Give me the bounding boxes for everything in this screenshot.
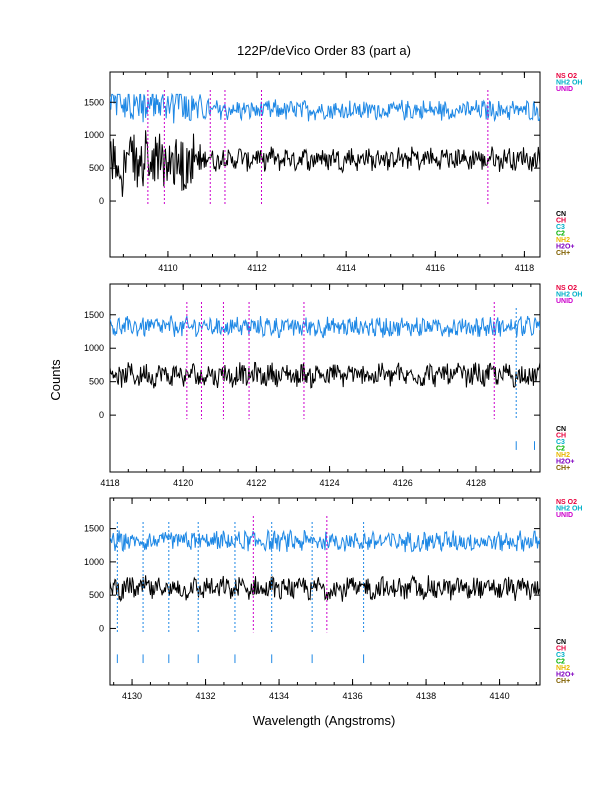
legend-bottom-entry: CH+ (556, 465, 570, 472)
legend-bottom-entry: H2O+ (556, 244, 574, 251)
legend-top-entry: UNID (556, 512, 573, 519)
y-tick-label: 0 (99, 623, 104, 633)
legend-top-entry: NH2 OH (556, 292, 582, 299)
legend-top-entry: UNID (556, 86, 573, 93)
spectrum-line-lower (110, 130, 540, 197)
y-tick-label: 0 (99, 196, 104, 206)
x-tick-label: 4114 (336, 263, 355, 273)
x-tick-label: 4128 (466, 478, 486, 488)
legend-bottom-entry: CH (556, 218, 566, 225)
x-tick-label: 4118 (100, 478, 119, 488)
legend-top-entry: NH2 OH (556, 506, 582, 513)
legend-top-entry: NS O2 (556, 285, 577, 292)
y-tick-label: 1000 (84, 557, 104, 567)
y-axis-label: Counts (48, 359, 63, 401)
legend-bottom-entry: CH+ (556, 678, 570, 685)
legend-bottom-entry: C3 (556, 652, 565, 659)
legend-bottom-entry: C3 (556, 439, 565, 446)
plot-frame (109, 497, 541, 686)
legend-bottom-entry: CN (556, 211, 566, 218)
y-tick-label: 1500 (84, 97, 104, 107)
y-tick-label: 1000 (84, 343, 104, 353)
panel-2: 0 500 1000 1500 4118 4120 4122 4124 4126 4128 NS O… (84, 283, 582, 488)
legend-bottom-entry: NH2 (556, 665, 570, 672)
legend-top-entry: NS O2 (556, 499, 577, 506)
chart-title: 122P/deVico Order 83 (part a) (237, 43, 411, 58)
y-tick-label: 1000 (84, 130, 104, 140)
spectrum-line-lower (110, 574, 540, 603)
y-tick-label: 500 (89, 377, 104, 387)
spectrum-line-upper (110, 92, 540, 124)
legend-bottom-entry: H2O+ (556, 459, 574, 466)
legend-bottom-entry: C2 (556, 446, 565, 453)
legend-top-entry: UNID (556, 298, 573, 305)
legend-bottom-entry: CH (556, 646, 566, 653)
spectrum-line-upper (110, 315, 540, 339)
legend-bottom-entry: H2O+ (556, 672, 574, 679)
y-tick-label: 1500 (84, 310, 104, 320)
x-tick-label: 4136 (343, 691, 363, 701)
x-tick-label: 4130 (122, 691, 142, 701)
spectrum-line-lower (110, 361, 540, 389)
legend-top-entry: NH2 OH (556, 80, 582, 87)
y-tick-label: 0 (99, 410, 104, 420)
plot-frame (109, 283, 541, 473)
x-tick-label: 4138 (416, 691, 436, 701)
legend-bottom-entry: CH (556, 433, 566, 440)
panel-3: 0 500 1000 1500 4130 4132 4134 4136 4138 4140 NS O… (84, 497, 582, 701)
x-tick-label: 4120 (173, 478, 193, 488)
x-tick-label: 4126 (393, 478, 413, 488)
x-tick-label: 4132 (196, 691, 216, 701)
legend-bottom-entry: CN (556, 426, 566, 433)
legend-bottom-entry: CN (556, 639, 566, 646)
x-tick-label: 4110 (158, 263, 177, 273)
legend-top-entry: NS O2 (556, 73, 577, 80)
y-tick-label: 1500 (84, 524, 104, 534)
y-tick-label: 500 (89, 590, 104, 600)
legend-bottom-entry: NH2 (556, 452, 570, 459)
x-tick-label: 4116 (426, 263, 445, 273)
x-tick-label: 4124 (320, 478, 340, 488)
legend-bottom-entry: NH2 (556, 237, 570, 244)
x-axis-label: Wavelength (Angstroms) (253, 713, 396, 728)
x-tick-label: 4140 (490, 691, 510, 701)
spectrum-line-upper (110, 528, 540, 553)
legend-bottom-entry: C3 (556, 224, 565, 231)
legend-bottom-entry: CH+ (556, 250, 570, 257)
legend-bottom-entry: C2 (556, 231, 565, 238)
x-tick-label: 4112 (247, 263, 266, 273)
x-tick-label: 4134 (269, 691, 289, 701)
y-tick-label: 500 (89, 163, 104, 173)
x-tick-label: 4118 (515, 263, 534, 273)
legend-bottom-entry: C2 (556, 659, 565, 666)
x-tick-label: 4122 (246, 478, 266, 488)
